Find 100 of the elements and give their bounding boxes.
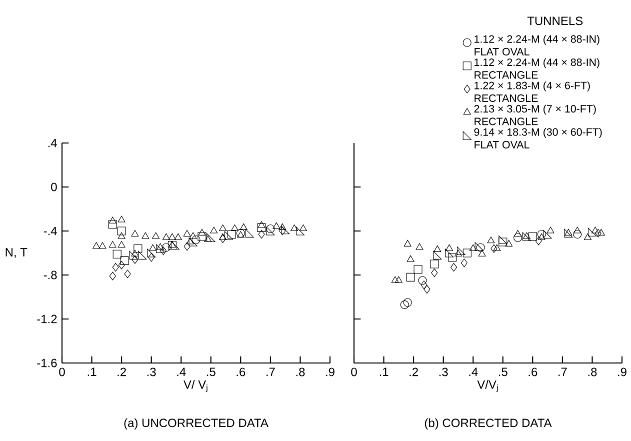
point xyxy=(98,242,106,249)
x-tick-label: .2 xyxy=(410,368,418,376)
y-axis-title: N, T xyxy=(6,248,28,258)
point xyxy=(168,233,176,240)
point xyxy=(236,231,244,238)
point xyxy=(296,226,304,236)
point xyxy=(224,231,234,240)
point xyxy=(281,226,290,234)
point xyxy=(160,246,167,256)
point xyxy=(522,232,531,241)
point xyxy=(162,243,170,252)
point xyxy=(584,233,592,240)
y-tick-label: -.4 xyxy=(44,226,57,236)
point xyxy=(522,232,530,239)
point xyxy=(406,255,414,262)
x-tick-label: 0 xyxy=(59,368,65,376)
point xyxy=(588,228,596,236)
point xyxy=(406,272,415,282)
point xyxy=(394,276,402,283)
x-tick-label: .7 xyxy=(558,368,567,376)
point xyxy=(564,228,572,236)
point xyxy=(117,226,126,236)
point xyxy=(290,224,298,232)
point xyxy=(434,245,442,252)
point xyxy=(528,232,537,241)
point xyxy=(109,272,116,280)
point xyxy=(230,224,238,232)
point xyxy=(514,233,522,242)
point xyxy=(189,232,197,239)
point xyxy=(162,233,170,240)
point xyxy=(266,226,275,236)
x-tick-label: .1 xyxy=(88,368,96,376)
y-tick-label: 0 xyxy=(51,182,57,192)
legend-label: 1.12 × 2.24-M (44 × 88-IN) FLAT OVAL xyxy=(474,34,600,56)
point xyxy=(118,260,125,270)
point xyxy=(433,250,442,260)
point xyxy=(227,230,236,239)
point xyxy=(138,250,147,260)
point xyxy=(120,256,129,265)
point xyxy=(147,248,156,258)
point xyxy=(174,233,182,240)
point xyxy=(487,236,495,244)
point xyxy=(391,276,399,283)
point xyxy=(454,250,462,256)
point xyxy=(131,250,139,256)
point xyxy=(546,226,554,234)
point xyxy=(490,244,498,253)
point xyxy=(245,228,254,238)
point xyxy=(431,268,438,278)
point xyxy=(258,230,265,239)
x-tick-label: .6 xyxy=(528,368,538,376)
point xyxy=(446,244,454,251)
point xyxy=(168,241,176,250)
point xyxy=(424,285,430,294)
point xyxy=(591,226,599,234)
point xyxy=(184,242,190,251)
point xyxy=(124,270,131,278)
point xyxy=(400,300,409,309)
point xyxy=(240,223,248,230)
y-tick-label: .4 xyxy=(48,138,57,148)
point xyxy=(299,224,307,232)
point xyxy=(430,260,439,268)
point xyxy=(219,233,227,240)
x-tick-label: .7 xyxy=(266,368,275,376)
point xyxy=(188,238,198,246)
x-tick-label: .3 xyxy=(147,368,156,376)
point xyxy=(272,222,280,229)
legend-title: TUNNELS xyxy=(527,16,583,26)
point xyxy=(514,230,522,237)
x-tick-label: .8 xyxy=(588,368,597,376)
point xyxy=(416,243,424,250)
point xyxy=(112,263,119,272)
x-tick-label: .2 xyxy=(118,368,126,376)
point xyxy=(168,241,176,248)
x-tick-label: .3 xyxy=(439,368,448,376)
point xyxy=(418,276,427,285)
legend-label: 9.14 × 18.3-M (30 × 60-FT) FLAT OVAL xyxy=(474,128,602,148)
y-tick-label: -1.2 xyxy=(37,314,57,324)
point xyxy=(204,236,212,242)
point xyxy=(420,280,428,290)
y-tick-label: -1.6 xyxy=(37,358,57,368)
x-tick-label: .9 xyxy=(326,368,334,376)
point xyxy=(170,241,180,250)
point xyxy=(149,244,157,251)
x-tick-label: .8 xyxy=(296,368,305,376)
point xyxy=(118,241,126,248)
point xyxy=(112,250,122,258)
point xyxy=(258,221,266,228)
point xyxy=(118,232,126,239)
point xyxy=(537,230,546,239)
point xyxy=(448,253,457,262)
point xyxy=(134,244,142,253)
point xyxy=(535,236,542,246)
point xyxy=(220,234,226,243)
point xyxy=(148,253,155,262)
legend-label: 1.12 × 2.24-M (44 × 88-IN) RECTANGLE xyxy=(474,58,600,79)
point xyxy=(505,240,513,246)
x-tick-label: .9 xyxy=(618,368,626,376)
x-axis-title: V/V$_{j}$ xyxy=(477,380,498,392)
point xyxy=(236,228,245,238)
